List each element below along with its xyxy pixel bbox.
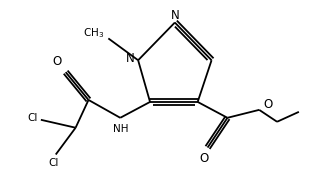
Text: O: O <box>263 98 273 111</box>
Text: N: N <box>126 52 134 65</box>
Text: O: O <box>53 55 62 68</box>
Text: NH: NH <box>112 124 128 134</box>
Text: N: N <box>171 9 179 22</box>
Text: Cl: Cl <box>49 158 59 169</box>
Text: CH$_3$: CH$_3$ <box>83 27 104 40</box>
Text: O: O <box>199 152 208 165</box>
Text: Cl: Cl <box>28 113 38 123</box>
